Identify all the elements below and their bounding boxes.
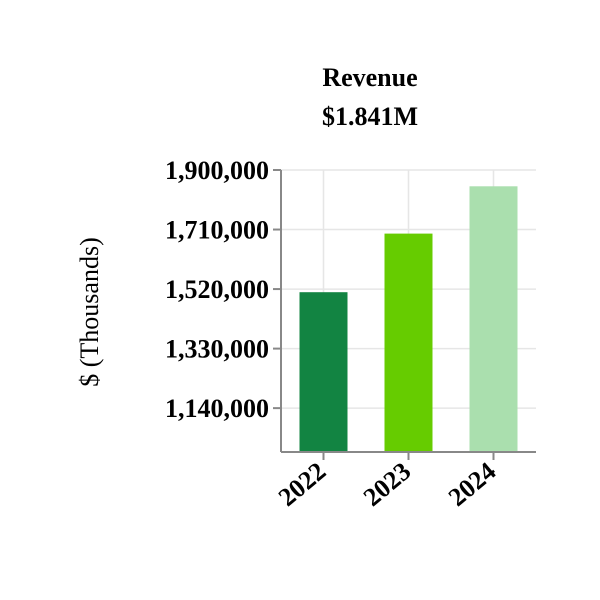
bar-2022 — [299, 292, 348, 452]
bar-2023 — [384, 233, 433, 452]
bar-2024 — [469, 186, 518, 452]
bars — [299, 186, 518, 452]
y-tick-label: 1,330,000 — [165, 335, 269, 364]
x-ticks: 2022 2023 2024 — [273, 452, 501, 512]
y-ticks: 1,140,000 1,330,000 1,520,000 1,710,000 1,90… — [165, 156, 281, 423]
x-tick-label: 2024 — [443, 456, 501, 512]
chart-title: Revenue — [322, 63, 417, 92]
x-tick-label: 2022 — [273, 456, 331, 512]
y-tick-label: 1,900,000 — [165, 156, 269, 185]
chart-subtitle: $1.841M — [322, 102, 418, 131]
x-tick-label: 2023 — [358, 456, 416, 512]
y-tick-label: 1,520,000 — [165, 275, 269, 304]
y-tick-label: 1,710,000 — [165, 216, 269, 245]
y-tick-label: 1,140,000 — [165, 394, 269, 423]
y-axis-label: $ (Thousands) — [75, 237, 104, 386]
